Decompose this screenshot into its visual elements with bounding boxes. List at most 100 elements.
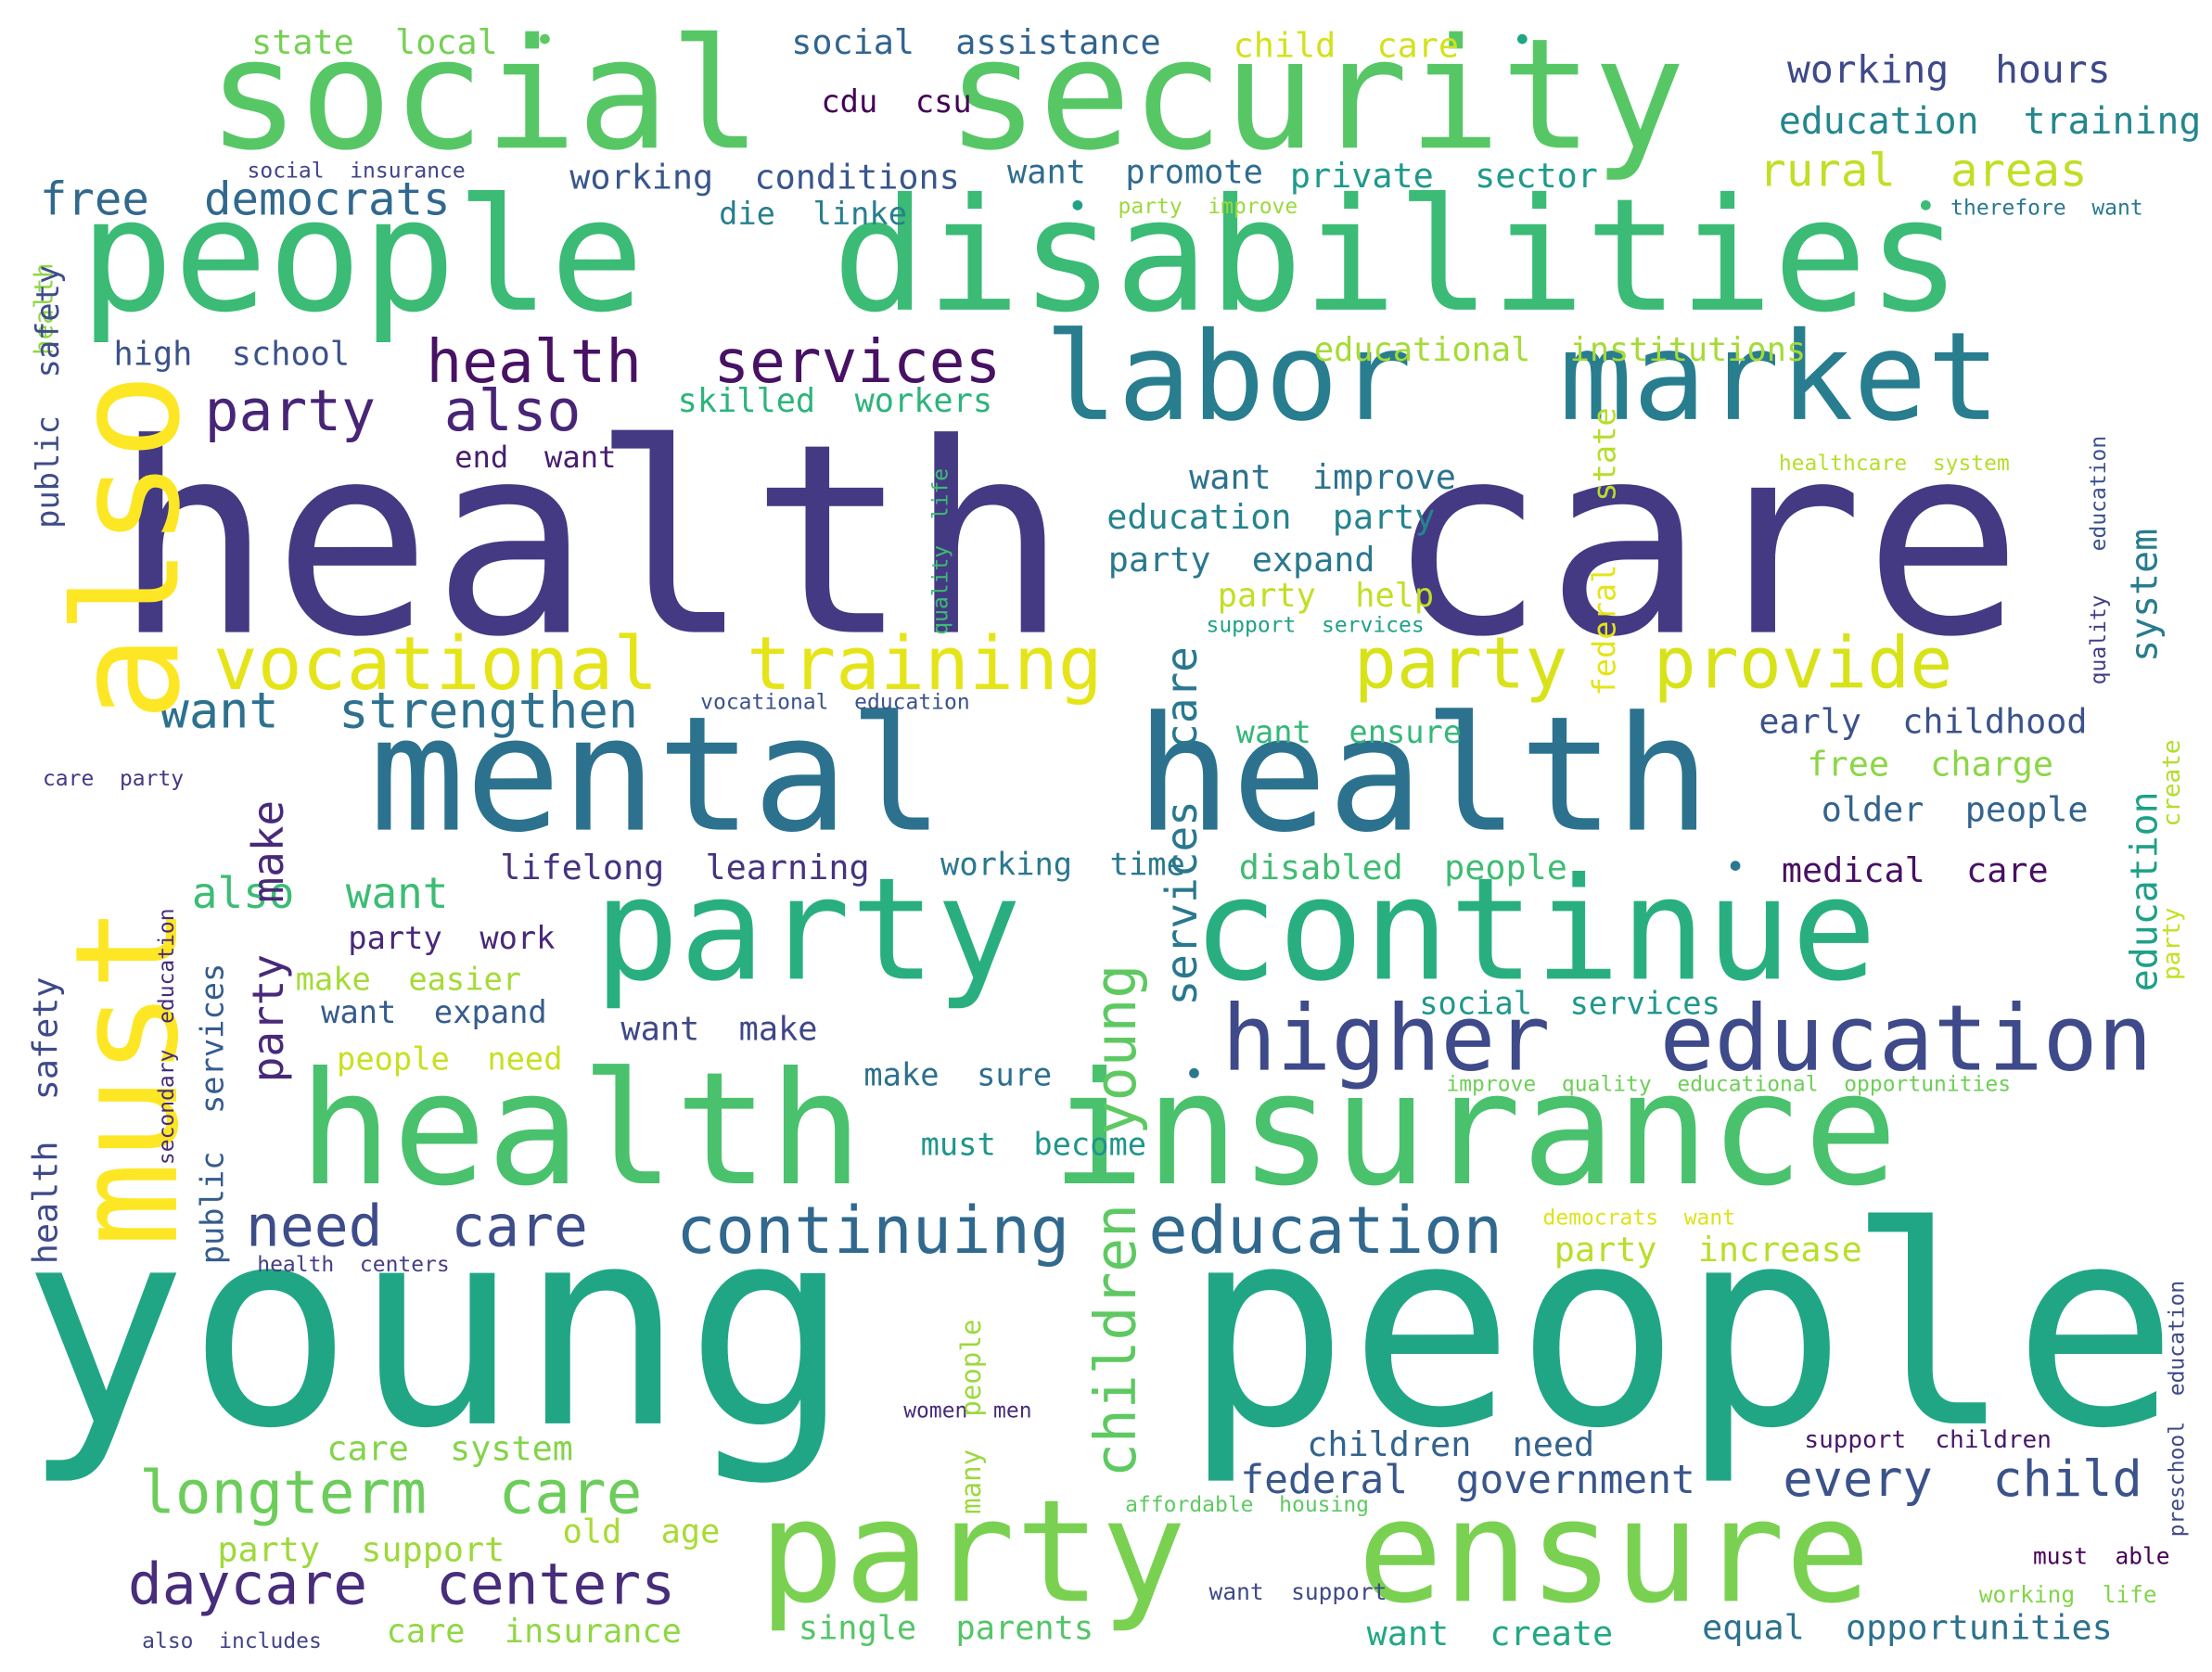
- word-young-people: young people: [20, 1168, 2179, 1489]
- word-vocational-education: vocational education: [700, 688, 970, 715]
- word-federal-government: federal government: [1240, 1456, 1695, 1503]
- word-support-services: support services: [1206, 612, 1425, 638]
- word-working-hours: working hours: [1787, 48, 2111, 93]
- word-affordable-housing: affordable housing: [1125, 1491, 1370, 1517]
- word-party-ensure: party ensure: [758, 1468, 1871, 1636]
- word-want-expand: want expand: [321, 995, 547, 1032]
- word-working-life: working life: [1978, 1580, 2157, 1608]
- word-services-care: services care: [1157, 646, 1208, 1006]
- word-party-work: party work: [348, 922, 556, 958]
- word-system-vertical: system: [2124, 528, 2167, 662]
- word-children-need: children need: [1307, 1424, 1595, 1465]
- word-therefore-want: therefore want: [1950, 194, 2143, 221]
- word-also-want: also want: [191, 869, 449, 920]
- word-support-children: support children: [1804, 1425, 2052, 1455]
- word-party-increase: party increase: [1554, 1230, 1862, 1270]
- word-early-childhood: early childhood: [1758, 701, 2088, 742]
- word-care-system: care system: [326, 1428, 573, 1469]
- word-equal-opportunities: equal opportunities: [1702, 1607, 2113, 1648]
- word-older-people: older people: [1821, 789, 2089, 830]
- word-mental-health: mental health: [369, 683, 1711, 868]
- word-want-make: want make: [620, 1011, 818, 1049]
- word-many-people: many people: [955, 1319, 988, 1514]
- word-want-ensure: want ensure: [1235, 716, 1463, 752]
- word-public-services: public services: [196, 963, 232, 1265]
- word-care-party: care party: [42, 765, 185, 792]
- word-make-easier: make easier: [295, 963, 522, 999]
- word-labor-market: labor market: [1043, 306, 2001, 450]
- word-need-care: need care: [246, 1194, 588, 1260]
- word-health-care: health care: [113, 386, 2023, 696]
- word-people-disabilities: people disabilities: [79, 164, 1962, 347]
- word-secondary-education: secondary education: [153, 908, 180, 1166]
- word-social-security: social security: [207, 6, 1686, 185]
- word-social-assistance: social assistance: [791, 22, 1161, 63]
- word-must-become: must become: [920, 1128, 1147, 1164]
- word-social-insurance: social insurance: [247, 158, 466, 184]
- word-people-need: people need: [337, 1042, 563, 1079]
- dot-mark: [1072, 199, 1083, 211]
- word-social-services: social services: [1419, 987, 1720, 1023]
- word-children-young: children young: [1083, 964, 1150, 1478]
- word-party-help: party help: [1217, 578, 1435, 616]
- word-want-strengthen: want strengthen: [159, 683, 639, 741]
- dot-mark: [1516, 33, 1528, 45]
- word-preschool-education: preschool education: [2163, 1280, 2190, 1538]
- word-care-insurance: care insurance: [386, 1614, 682, 1651]
- word-also-includes: also includes: [142, 1627, 322, 1654]
- word-every-child: every child: [1783, 1451, 2142, 1509]
- word-private-sector: private sector: [1289, 156, 1598, 197]
- word-quality-life: quality life: [927, 467, 953, 635]
- word-high-school: high school: [113, 337, 351, 374]
- word-free-democrats: free democrats: [39, 172, 451, 226]
- word-create-vertical: create: [2157, 739, 2187, 827]
- word-must-able: must able: [2033, 1542, 2170, 1570]
- word-party-expand: party expand: [1107, 540, 1375, 580]
- word-want-improve: want improve: [1189, 457, 1456, 498]
- dot-mark: [1189, 1067, 1199, 1079]
- word-end-want: end want: [454, 440, 617, 475]
- word-party-continue: party continue: [594, 846, 1877, 1014]
- dot-mark: [540, 33, 550, 45]
- word-medical-care: medical care: [1781, 850, 2049, 891]
- word-also: also: [44, 372, 213, 722]
- word-working-time: working time: [940, 848, 1185, 884]
- word-educational-institutions: educational institutions: [1313, 332, 1807, 370]
- word-party-support: party support: [217, 1529, 505, 1570]
- dot-mark: [1730, 861, 1741, 871]
- word-party-provide: party provide: [1353, 621, 1953, 705]
- word-rural-areas: rural areas: [1758, 143, 2088, 198]
- word-party-vertical: party: [2157, 907, 2187, 980]
- word-women-men: women men: [903, 1398, 1032, 1423]
- word-lifelong-learning: lifelong learning: [500, 848, 870, 888]
- word-party-also: party also: [204, 378, 582, 445]
- word-healthcare-system: healthcare system: [1778, 450, 2010, 477]
- word-education-training: education training: [1778, 100, 2202, 144]
- word-state-local: state local: [251, 22, 498, 63]
- word-longterm-care: longterm care: [139, 1457, 643, 1527]
- word-want-support: want support: [1208, 1577, 1387, 1605]
- dot-mark: [1920, 199, 1931, 211]
- word-child-care: child care: [1233, 25, 1460, 66]
- word-want-create: want create: [1366, 1614, 1614, 1654]
- word-health-centers: health centers: [257, 1251, 450, 1278]
- word-quality-vertical: quality: [2085, 594, 2112, 685]
- word-skilled-workers: skilled workers: [677, 383, 993, 421]
- word-free-charge: free charge: [1807, 744, 2054, 785]
- word-want-promote: want promote: [1007, 154, 1263, 192]
- word-old-age: old age: [562, 1513, 721, 1551]
- word-cdu-csu: cdu csu: [821, 84, 972, 121]
- word-democrats-want: democrats want: [1542, 1204, 1736, 1231]
- word-die-linke: die linke: [719, 197, 907, 234]
- word-public-safety: public safety: [31, 264, 67, 529]
- word-disabled-people: disabled people: [1238, 848, 1567, 888]
- word-daycare-centers: daycare centers: [127, 1552, 676, 1618]
- word-make-sure: make sure: [863, 1058, 1053, 1094]
- word-education-vertical-top: education: [2085, 435, 2112, 552]
- word-education-party: education party: [1106, 497, 1436, 538]
- word-federal-vertical: federal: [1588, 564, 1624, 696]
- word-single-parents: single parents: [798, 1611, 1094, 1648]
- word-continuing-education: continuing education: [676, 1192, 1503, 1269]
- word-improve-quality-educational-opportunities: improve quality educational opportunitie…: [1446, 1070, 2012, 1097]
